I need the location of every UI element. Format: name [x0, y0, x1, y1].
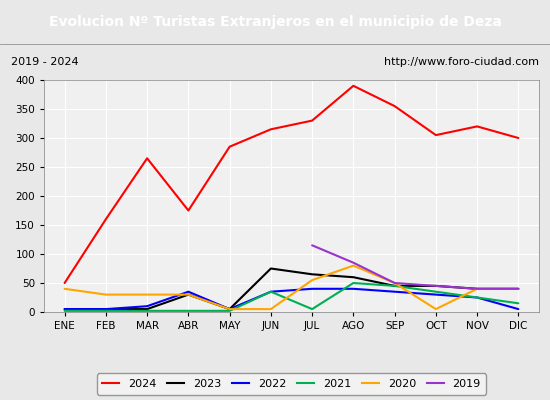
Text: http://www.foro-ciudad.com: http://www.foro-ciudad.com	[384, 57, 539, 67]
Legend: 2024, 2023, 2022, 2021, 2020, 2019: 2024, 2023, 2022, 2021, 2020, 2019	[97, 374, 486, 395]
Text: Evolucion Nº Turistas Extranjeros en el municipio de Deza: Evolucion Nº Turistas Extranjeros en el …	[48, 15, 502, 29]
Text: 2019 - 2024: 2019 - 2024	[11, 57, 79, 67]
